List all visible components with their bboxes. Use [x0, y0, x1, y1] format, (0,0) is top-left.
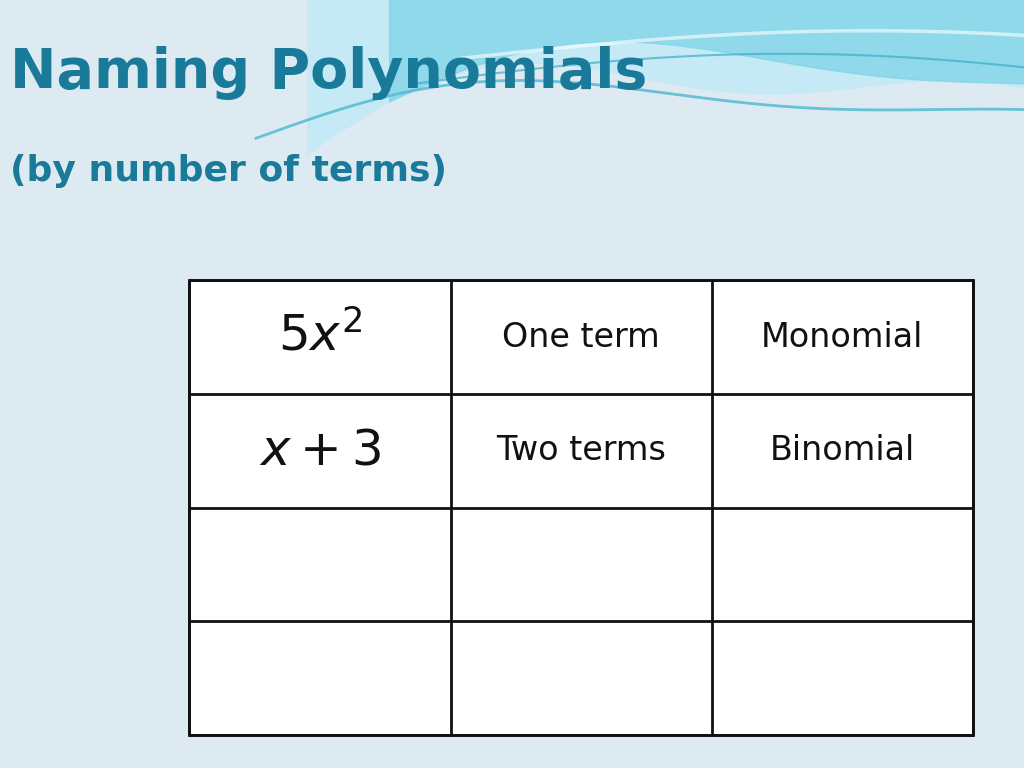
Text: Monomial: Monomial	[761, 321, 924, 353]
Text: $x+3$: $x+3$	[259, 426, 381, 475]
Text: Two terms: Two terms	[497, 435, 666, 467]
Text: Naming Polynomials: Naming Polynomials	[10, 46, 647, 100]
Text: (by number of terms): (by number of terms)	[10, 154, 447, 187]
Text: $5x^2$: $5x^2$	[278, 313, 362, 362]
Text: Binomial: Binomial	[770, 435, 914, 467]
Text: One term: One term	[502, 321, 660, 353]
Bar	[189, 280, 973, 735]
